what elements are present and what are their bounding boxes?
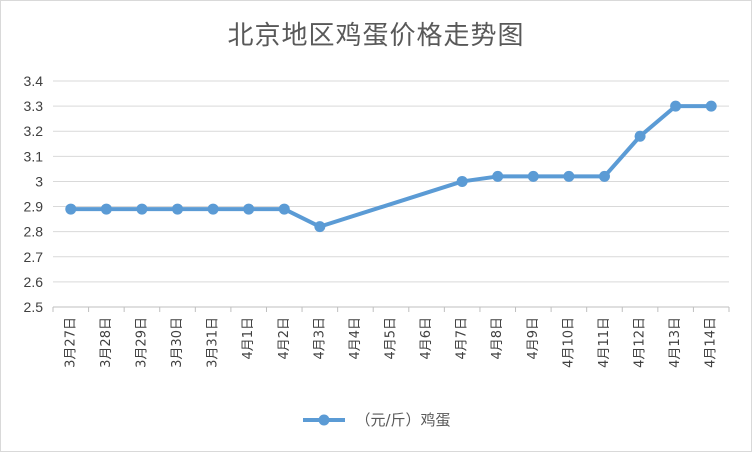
x-tick-label: 4月2日 <box>277 317 292 360</box>
y-tick-label: 2.9 <box>24 199 44 215</box>
y-tick-label: 2.8 <box>24 224 44 240</box>
data-point <box>492 170 504 182</box>
gridlines <box>52 80 730 312</box>
x-tick-label: 4月10日 <box>561 317 576 368</box>
x-tick-label: 3月27日 <box>63 317 78 368</box>
data-point <box>598 170 610 182</box>
data-point <box>172 203 184 215</box>
x-tick-label: 4月5日 <box>384 317 399 360</box>
data-point <box>136 203 148 215</box>
data-point <box>670 100 682 112</box>
legend-swatch <box>303 414 346 425</box>
data-point <box>563 170 575 182</box>
x-tick-label: 4月1日 <box>241 317 256 360</box>
legend-label: （元/斤）鸡蛋 <box>355 411 451 429</box>
y-tick-label: 2.6 <box>24 274 44 290</box>
x-axis-ticks: 3月27日 3月28日 3月29日 3月30日 3月31日 4月1日 4月2日 4月3日 4月4… <box>63 317 718 368</box>
y-tick-label: 3.1 <box>24 148 44 164</box>
x-tick-label: 4月14日 <box>704 317 719 368</box>
data-point <box>527 170 539 182</box>
x-tick-label: 3月29日 <box>134 317 149 368</box>
data-point <box>207 203 219 215</box>
x-tick-label: 4月6日 <box>419 317 434 360</box>
series-line <box>68 104 714 229</box>
data-point <box>243 203 255 215</box>
legend: （元/斤）鸡蛋 <box>1 409 751 430</box>
x-tick-label: 4月11日 <box>597 317 612 368</box>
y-tick-label: 2.5 <box>24 299 44 315</box>
x-tick-label: 3月31日 <box>206 317 221 368</box>
x-tick-label: 4月8日 <box>490 317 505 360</box>
y-tick-label: 3.3 <box>24 98 44 114</box>
data-point <box>278 203 290 215</box>
y-tick-label: 3.2 <box>24 123 44 139</box>
x-tick-label: 3月28日 <box>99 317 114 368</box>
series-layer <box>65 100 717 233</box>
x-tick-label: 4月12日 <box>633 317 648 368</box>
data-point <box>634 130 646 142</box>
y-tick-label: 2.7 <box>24 249 44 265</box>
data-point <box>65 203 77 215</box>
x-tick-label: 4月7日 <box>455 317 470 360</box>
y-tick-label: 3.4 <box>24 73 44 89</box>
x-tick-label: 4月13日 <box>668 317 683 368</box>
data-point <box>314 221 326 233</box>
x-tick-label: 3月30日 <box>170 317 185 368</box>
y-axis-ticks: 2.5 2.6 2.7 2.8 2.9 3 3.1 3.2 3.3 3.4 <box>24 73 44 315</box>
x-tick-label: 4月4日 <box>348 317 363 360</box>
x-tick-label: 4月9日 <box>526 317 541 360</box>
x-tick-label: 4月3日 <box>312 317 327 360</box>
y-tick-label: 3 <box>35 173 43 189</box>
data-point <box>456 175 468 187</box>
data-point <box>705 100 717 112</box>
data-point <box>100 203 112 215</box>
chart-title: 北京地区鸡蛋价格走势图 <box>227 21 525 51</box>
